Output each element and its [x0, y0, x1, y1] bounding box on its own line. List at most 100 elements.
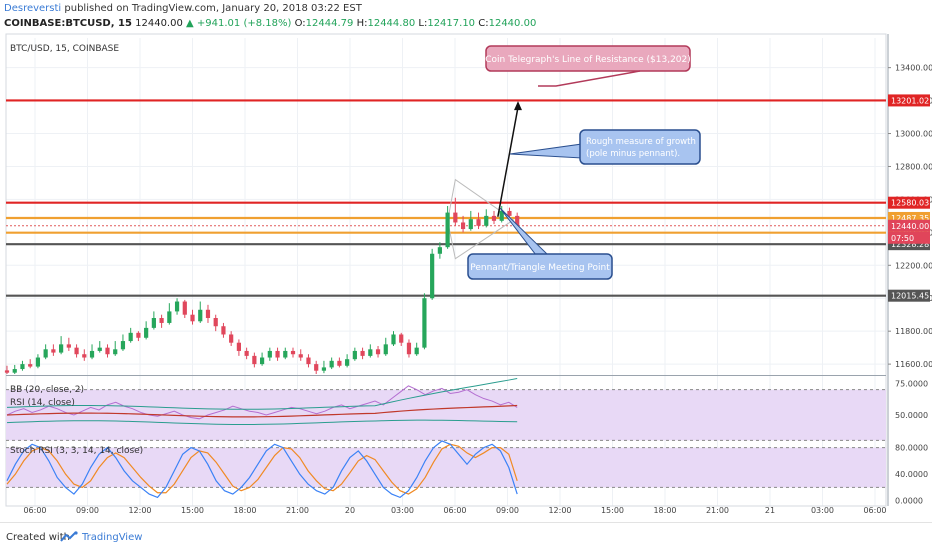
main-pane-title: BTC/USD, 15, COINBASE [10, 44, 119, 54]
high-value: 12444.80 [367, 18, 416, 29]
candle-body [345, 359, 350, 366]
candle-body [190, 314, 195, 322]
tradingview-logo-icon[interactable] [60, 531, 78, 543]
published-text: published on TradingView.com, January 20… [64, 3, 362, 14]
ohlc-line: COINBASE:BTCUSD, 15 12440.00 ▲ +941.01 (… [4, 18, 536, 30]
time-tick-label: 21 [765, 506, 775, 515]
candle-body [221, 326, 226, 335]
candle-body [252, 355, 257, 365]
stoch-tick-label: 80.0000 [895, 444, 928, 453]
candle-body [321, 367, 327, 371]
open-value: 12444.79 [305, 18, 354, 29]
candle-body [507, 210, 512, 216]
time-tick-label: 15:00 [601, 506, 624, 515]
price-tick-label: 12800.00 [895, 162, 932, 171]
candle-body [236, 342, 241, 351]
candle-body [89, 350, 95, 358]
growth-arrow-line [497, 107, 519, 217]
price-tick-label: 13000.00 [895, 130, 932, 139]
bb-upper-line [6, 378, 518, 410]
footer: Created with TradingView [0, 522, 932, 551]
candle-body [484, 215, 489, 226]
candle-body [82, 354, 87, 358]
candle-body [275, 350, 280, 358]
tradingview-brand[interactable]: TradingView [82, 532, 143, 543]
candle-body [422, 298, 427, 348]
price-tick-label: 11600.00 [895, 360, 932, 369]
time-tick-label: 20 [345, 506, 355, 515]
candle-body [314, 364, 319, 371]
stoch-k-line [6, 440, 518, 499]
candle-body [12, 369, 17, 373]
close-value: 12440.00 [488, 18, 537, 29]
stoch-tick-label: 40.0000 [895, 470, 928, 479]
last-price-label: 12440.00 [891, 222, 929, 231]
level-price-tag [888, 94, 930, 107]
candle-body [66, 344, 71, 348]
price-change: ▲ +941.01 (+8.18%) [186, 18, 292, 29]
level-price-label: 12580.03 [891, 199, 929, 208]
candle-body [167, 311, 172, 323]
candle-body [360, 350, 365, 356]
candle-body [499, 210, 504, 221]
candle-body [468, 219, 473, 230]
stoch-pane-title: Stoch RSI (3, 3, 14, 14, close) [10, 446, 143, 456]
candle-body [74, 347, 79, 355]
time-tick-label: 18:00 [233, 506, 256, 515]
stoch-tick-label: 0.0000 [895, 497, 923, 506]
high-label: H: [356, 18, 368, 29]
candle-body [128, 332, 133, 342]
low-label: L: [418, 18, 428, 29]
time-tick-label: 18:00 [653, 506, 676, 515]
candle-body [267, 350, 272, 358]
time-tick-label: 12:00 [128, 506, 151, 515]
bb-basis-line [6, 404, 518, 418]
bb-pane-title: BB (20, close, 2) [10, 385, 84, 395]
candle-body [59, 344, 64, 353]
chart-header: Desreversti published on TradingView.com… [0, 0, 932, 34]
level-price-label: 13201.02 [891, 96, 929, 105]
level-price-tag [888, 196, 930, 209]
countdown-tag [888, 231, 930, 244]
time-tick-label: 03:00 [811, 506, 834, 515]
author-link[interactable]: Desreversti [4, 3, 62, 14]
candle-body [20, 364, 25, 370]
low-value: 12417.10 [427, 18, 476, 29]
time-tick-label: 12:00 [548, 506, 571, 515]
candle-body [28, 364, 33, 367]
resistance-callout-pointer [538, 70, 641, 87]
bb-lower-line [6, 419, 518, 425]
price-chart[interactable]: Coin Telegraph's Line of Resistance ($13… [0, 0, 932, 522]
price-tick-label: 12200.00 [895, 261, 932, 270]
candle-body [352, 350, 357, 360]
price-axis: 11600.0011800.0012000.0012200.0012400.00… [888, 64, 932, 506]
candle-body [105, 347, 110, 355]
horizontal-levels [6, 99, 886, 297]
candle-body [259, 357, 265, 365]
candle-body [4, 370, 10, 373]
candle-body [453, 212, 458, 223]
growth-callout-text-line2: (pole minus pennant). [586, 149, 680, 159]
time-tick-label: 21:00 [706, 506, 729, 515]
candle-body [437, 247, 442, 254]
symbol-label: COINBASE:BTCUSD, 15 [4, 18, 132, 29]
open-label: O: [294, 18, 306, 29]
time-tick-label: 21:00 [286, 506, 309, 515]
candle-body [198, 309, 203, 322]
candle-body [174, 301, 180, 312]
stoch-d-line [6, 443, 518, 495]
candle-body [430, 253, 435, 299]
level-price-tag [888, 289, 930, 302]
candle-body [290, 350, 296, 355]
candle-body [229, 334, 234, 343]
growth-callout-text-line1: Rough measure of growth [586, 137, 696, 147]
candle-body [406, 342, 412, 355]
rsi-tick-label: 50.0000 [895, 411, 928, 420]
time-tick-label: 03:00 [391, 506, 414, 515]
resistance-callout-box [485, 45, 691, 72]
candle-body [298, 354, 303, 358]
candlesticks [4, 197, 520, 374]
price-tick-label: 13400.00 [895, 64, 932, 73]
candle-body [329, 360, 334, 368]
annotations: Coin Telegraph's Line of Resistance ($13… [467, 45, 701, 280]
